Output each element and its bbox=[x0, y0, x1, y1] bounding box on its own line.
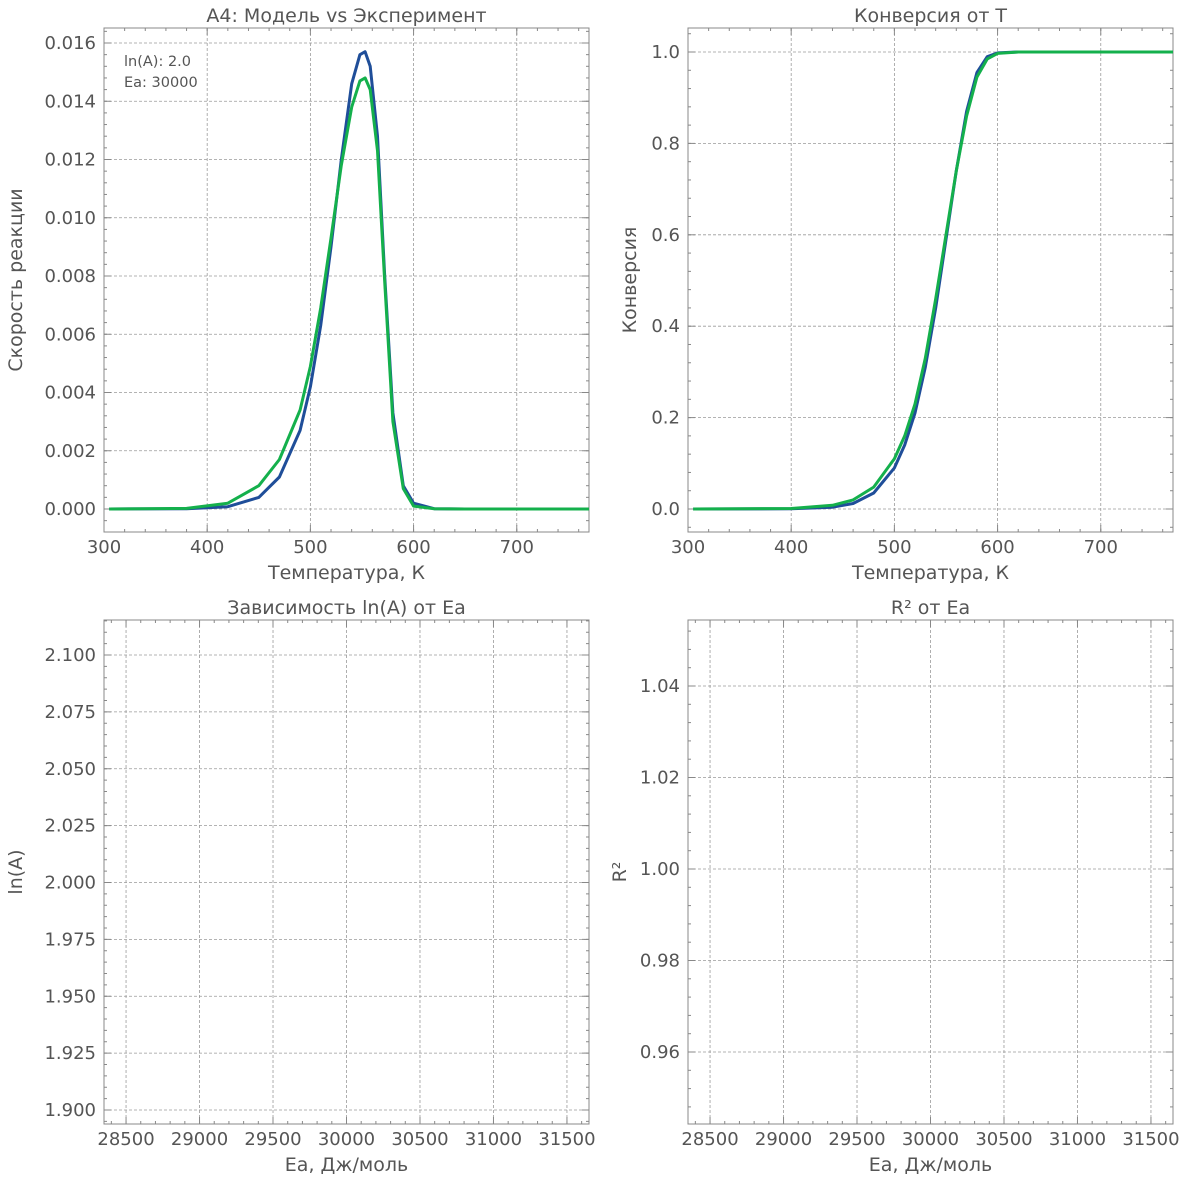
x-tick-label: 31000 bbox=[1049, 1129, 1106, 1150]
x-tick-label: 500 bbox=[877, 537, 911, 558]
y-axis-label: R² bbox=[609, 862, 631, 883]
y-tick-label: 2.050 bbox=[44, 759, 96, 780]
y-tick-label: 0.016 bbox=[44, 33, 96, 54]
y-tick-label: 0.6 bbox=[651, 225, 680, 246]
minor-ticks bbox=[687, 28, 1173, 532]
x-tick-label: 300 bbox=[671, 537, 705, 558]
series-line-model bbox=[109, 50, 589, 511]
chart-title: Конверсия от T bbox=[854, 5, 1007, 27]
x-tick-label: 31500 bbox=[538, 1129, 595, 1150]
y-tick-label: 1.04 bbox=[640, 676, 680, 697]
y-tick-label: 0.014 bbox=[44, 91, 96, 112]
x-tick-label: 400 bbox=[774, 537, 808, 558]
y-tick-label: 1.02 bbox=[640, 768, 680, 789]
x-tick-label: 29500 bbox=[828, 1129, 885, 1150]
grid bbox=[104, 620, 589, 1124]
x-tick-label: 30000 bbox=[902, 1129, 959, 1150]
plot-frame bbox=[687, 619, 1174, 1125]
y-tick-label: 0.4 bbox=[651, 316, 680, 337]
x-tick-label: 600 bbox=[980, 537, 1014, 558]
y-tick-label: 0.96 bbox=[640, 1042, 680, 1063]
chart-panel-1: 300 400 500 600 700 0.000 0.002 0.004 0.006 0.008… bbox=[5, 5, 590, 584]
y-tick-label: 0.000 bbox=[44, 499, 96, 520]
y-axis-label: Конверсия bbox=[619, 227, 641, 334]
y-tick-label: 0.0 bbox=[651, 499, 680, 520]
y-tick-label: 0.010 bbox=[44, 208, 96, 229]
x-tick-label: 600 bbox=[396, 537, 430, 558]
y-tick-label: 0.8 bbox=[651, 133, 680, 154]
plot-frame bbox=[103, 619, 590, 1125]
y-tick-label: 1.00 bbox=[640, 859, 680, 880]
x-axis-label: Температура, К bbox=[267, 562, 426, 584]
x-tick-label: 29000 bbox=[171, 1129, 228, 1150]
x-tick-label: 300 bbox=[87, 537, 121, 558]
x-tick-label: 30500 bbox=[975, 1129, 1032, 1150]
x-tick-label: 30500 bbox=[391, 1129, 448, 1150]
grid bbox=[103, 28, 589, 532]
y-tick-label: 0.012 bbox=[44, 150, 96, 171]
y-tick-label: 1.0 bbox=[651, 42, 680, 63]
x-tick-label: 700 bbox=[500, 537, 534, 558]
y-tick-label: 1.950 bbox=[44, 986, 96, 1007]
annotation-text: Ea: 30000 bbox=[124, 75, 198, 91]
x-tick-label: 31000 bbox=[465, 1129, 522, 1150]
y-tick-label: 2.000 bbox=[44, 873, 96, 894]
x-axis-label: Температура, К bbox=[851, 562, 1010, 584]
x-tick-label: 28500 bbox=[97, 1129, 154, 1150]
x-tick-label: 500 bbox=[293, 537, 327, 558]
chart-panel-2: 300 400 500 600 700 0.0 0.2 0.4 0.6 0.8 1.0 Конверс… bbox=[619, 5, 1174, 584]
chart-title: R² от Ea bbox=[891, 597, 970, 619]
y-axis-label: ln(A) bbox=[5, 849, 27, 894]
y-tick-label: 0.002 bbox=[44, 441, 96, 462]
chart-title: Зависимость ln(A) от Ea bbox=[227, 597, 465, 619]
y-tick-label: 0.008 bbox=[44, 266, 96, 287]
x-tick-label: 31500 bbox=[1122, 1129, 1179, 1150]
grid bbox=[687, 28, 1173, 532]
y-axis-label: Скорость реакции bbox=[5, 188, 27, 371]
x-tick-label: 400 bbox=[190, 537, 224, 558]
series-line-experiment bbox=[109, 76, 589, 511]
x-tick-label: 29500 bbox=[244, 1129, 301, 1150]
y-tick-label: 2.025 bbox=[44, 816, 96, 837]
chart-panel-3: 28500 29000 29500 30000 30500 31000 31500 1.900… bbox=[5, 597, 596, 1176]
x-tick-label: 30000 bbox=[318, 1129, 375, 1150]
y-tick-label: 1.900 bbox=[44, 1100, 96, 1121]
y-tick-label: 0.2 bbox=[651, 408, 680, 429]
y-tick-label: 1.975 bbox=[44, 929, 96, 950]
x-tick-label: 29000 bbox=[755, 1129, 812, 1150]
chart-title: A4: Модель vs Эксперимент bbox=[206, 5, 486, 27]
series-line-experiment bbox=[693, 50, 1173, 511]
grid bbox=[688, 620, 1173, 1124]
y-tick-label: 1.925 bbox=[44, 1043, 96, 1064]
chart-panel-4: 28500 29000 29500 30000 30500 31000 31500 0.96 0… bbox=[609, 597, 1180, 1176]
minor-ticks bbox=[103, 28, 589, 532]
y-tick-label: 0.006 bbox=[44, 324, 96, 345]
plot-frame bbox=[103, 27, 590, 533]
y-tick-label: 0.98 bbox=[640, 951, 680, 972]
x-axis-label: Ea, Дж/моль bbox=[285, 1154, 408, 1176]
x-tick-label: 28500 bbox=[681, 1129, 738, 1150]
y-tick-label: 0.004 bbox=[44, 383, 96, 404]
y-tick-label: 2.100 bbox=[44, 645, 96, 666]
y-tick-label: 2.075 bbox=[44, 702, 96, 723]
x-axis-label: Ea, Дж/моль bbox=[869, 1154, 992, 1176]
x-tick-label: 700 bbox=[1084, 537, 1118, 558]
annotation-text: ln(A): 2.0 bbox=[124, 54, 191, 70]
plot-frame bbox=[687, 27, 1174, 533]
